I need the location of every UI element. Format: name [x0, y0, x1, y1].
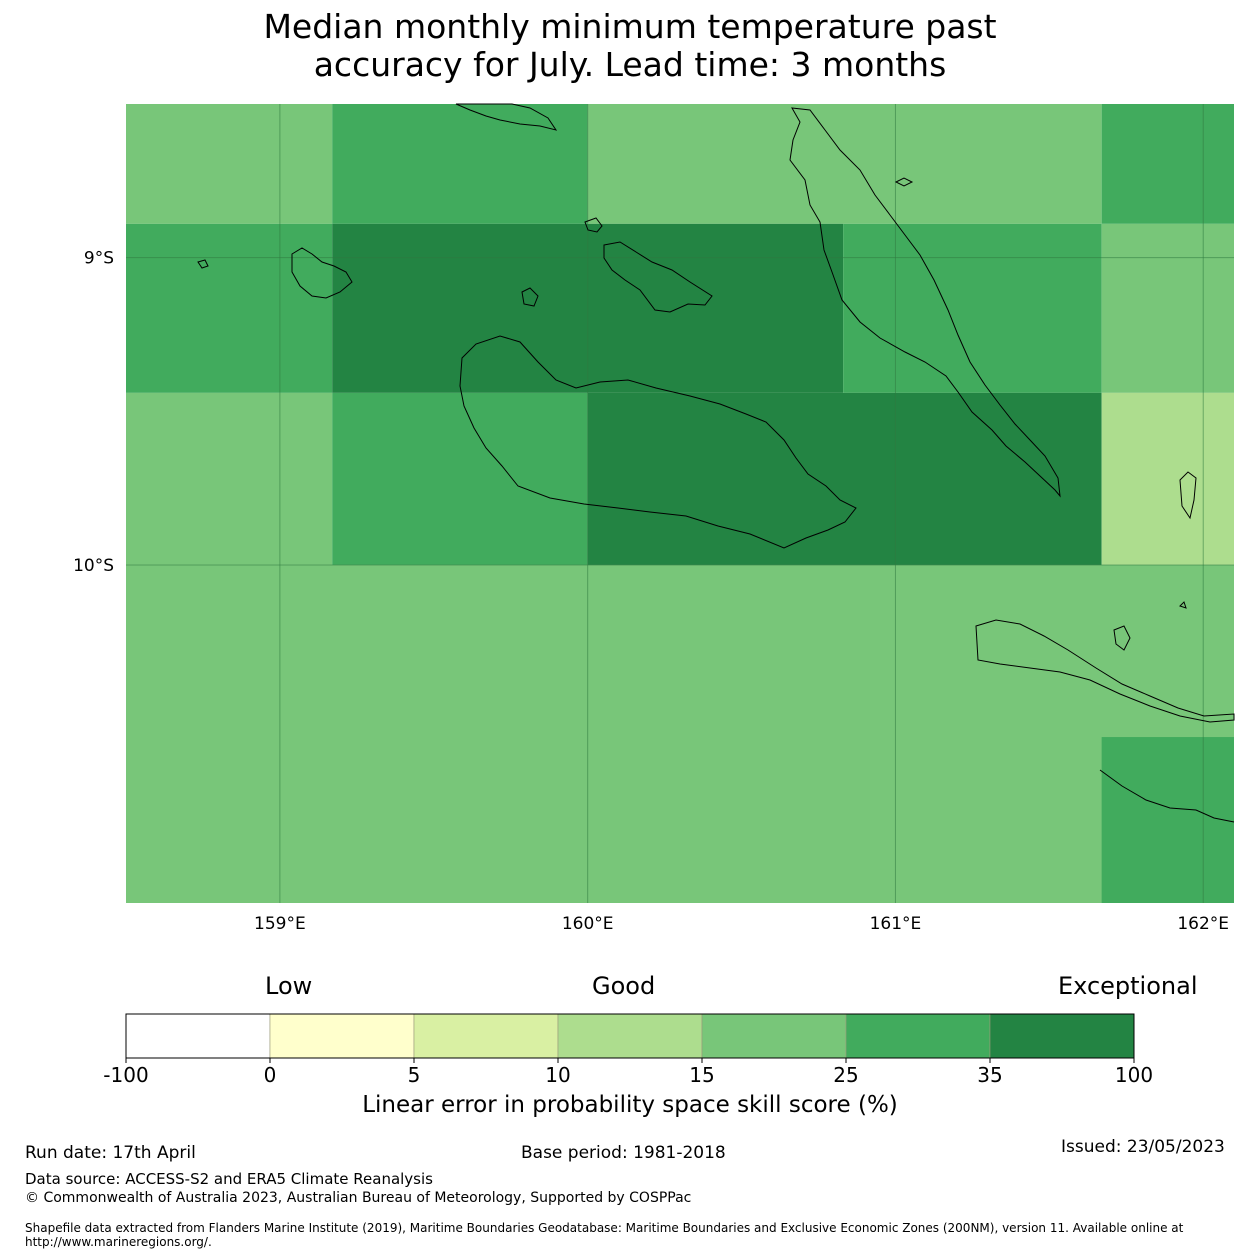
- lat-tick-label: 9°S: [84, 249, 114, 269]
- grid-cell-0: [126, 104, 333, 224]
- data-source: Data source: ACCESS-S2 and ERA5 Climate …: [25, 1170, 433, 1188]
- copyright: © Commonwealth of Australia 2023, Austra…: [25, 1190, 692, 1206]
- legend-category-low: Low: [265, 972, 313, 1000]
- colorbar-swatch-5: [845, 1013, 991, 1059]
- base-period: Base period: 1981-2018: [521, 1143, 726, 1163]
- issued-date: Issued: 23/05/2023: [1061, 1137, 1225, 1157]
- coastline-nggela: [584, 217, 603, 233]
- coastline-islet-makira-n: [1113, 625, 1131, 651]
- colorbar-swatch-0: [125, 1013, 271, 1059]
- coastline-santa-isabel: [789, 107, 1061, 498]
- colorbar-swatch-1: [269, 1013, 415, 1059]
- legend-category-good: Good: [592, 972, 656, 1000]
- grid-cell-10: [587, 392, 1102, 565]
- grid-cell-3: [1101, 104, 1234, 224]
- colorbar-tick-label: 100: [1115, 1063, 1153, 1087]
- grid-cell-2: [587, 104, 1102, 224]
- grid-cell-1: [332, 104, 588, 224]
- grid-cell-4: [126, 223, 333, 393]
- coastline-guadalcanal: [459, 335, 857, 549]
- shapefile-credit: Shapefile data extracted from Flanders M…: [25, 1221, 1184, 1249]
- grid-cell-9: [332, 392, 588, 565]
- colorbar-tick-label: 35: [977, 1063, 1002, 1087]
- coastlines: [197, 103, 1235, 823]
- lon-tick-label: 161°E: [870, 914, 922, 934]
- colorbar-label: Linear error in probability space skill …: [362, 1092, 898, 1118]
- colorbar-tick-label: 10: [545, 1063, 570, 1087]
- map-title-line-2: accuracy for July. Lead time: 3 months: [313, 45, 947, 84]
- grid-cell-11: [1101, 392, 1234, 565]
- colorbar-tick-label: 5: [408, 1063, 421, 1087]
- coastline-savo-group: [603, 241, 713, 313]
- grid-cell-7: [1101, 223, 1234, 393]
- colorbar-tick-label: 25: [833, 1063, 858, 1087]
- lon-tick-label: 160°E: [562, 914, 614, 934]
- coastline-makira: [975, 619, 1235, 723]
- coastline-rennell: [1099, 769, 1235, 823]
- lon-tick-label: 159°E: [254, 914, 306, 934]
- colorbar-frame: [125, 1013, 1135, 1059]
- lat-tick-label: 10°S: [73, 556, 114, 576]
- coastline-russell-islands: [291, 247, 353, 299]
- coastline-islet-makira-ne: [1179, 601, 1187, 609]
- colorbar-swatch-4: [701, 1013, 847, 1059]
- skill-grid: [126, 104, 1234, 903]
- colorbar-tick-label: 15: [689, 1063, 714, 1087]
- coastline-islet-north: [455, 103, 558, 131]
- graticule: 159°E 160°E 161°E 162°E 9°S 10°S: [73, 104, 1234, 934]
- coastline-islet-west: [197, 259, 209, 269]
- colorbar-swatch-3: [557, 1013, 703, 1059]
- colorbar-tick-label: 0: [264, 1063, 277, 1087]
- grid-cell-8: [126, 392, 333, 565]
- map-title-line-1: Median monthly minimum temperature past: [263, 7, 997, 46]
- colorbar: -100 0 5 10 15 25 35 100: [103, 1013, 1153, 1087]
- coastline-islet-east: [1179, 471, 1197, 520]
- run-date: Run date: 17th April: [25, 1143, 196, 1163]
- legend-category-exceptional: Exceptional: [1058, 972, 1198, 1000]
- colorbar-swatch-6: [989, 1013, 1135, 1059]
- grid-cell-6: [843, 223, 1102, 393]
- colorbar-tick-label: -100: [103, 1063, 148, 1087]
- lon-tick-label: 162°E: [1177, 914, 1229, 934]
- coastline-islet-small: [894, 177, 914, 187]
- coastline-islet-savo: [521, 287, 539, 307]
- grid-cell-13: [1101, 737, 1234, 903]
- colorbar-swatch-2: [413, 1013, 559, 1059]
- grid-cell-12: [126, 564, 1234, 903]
